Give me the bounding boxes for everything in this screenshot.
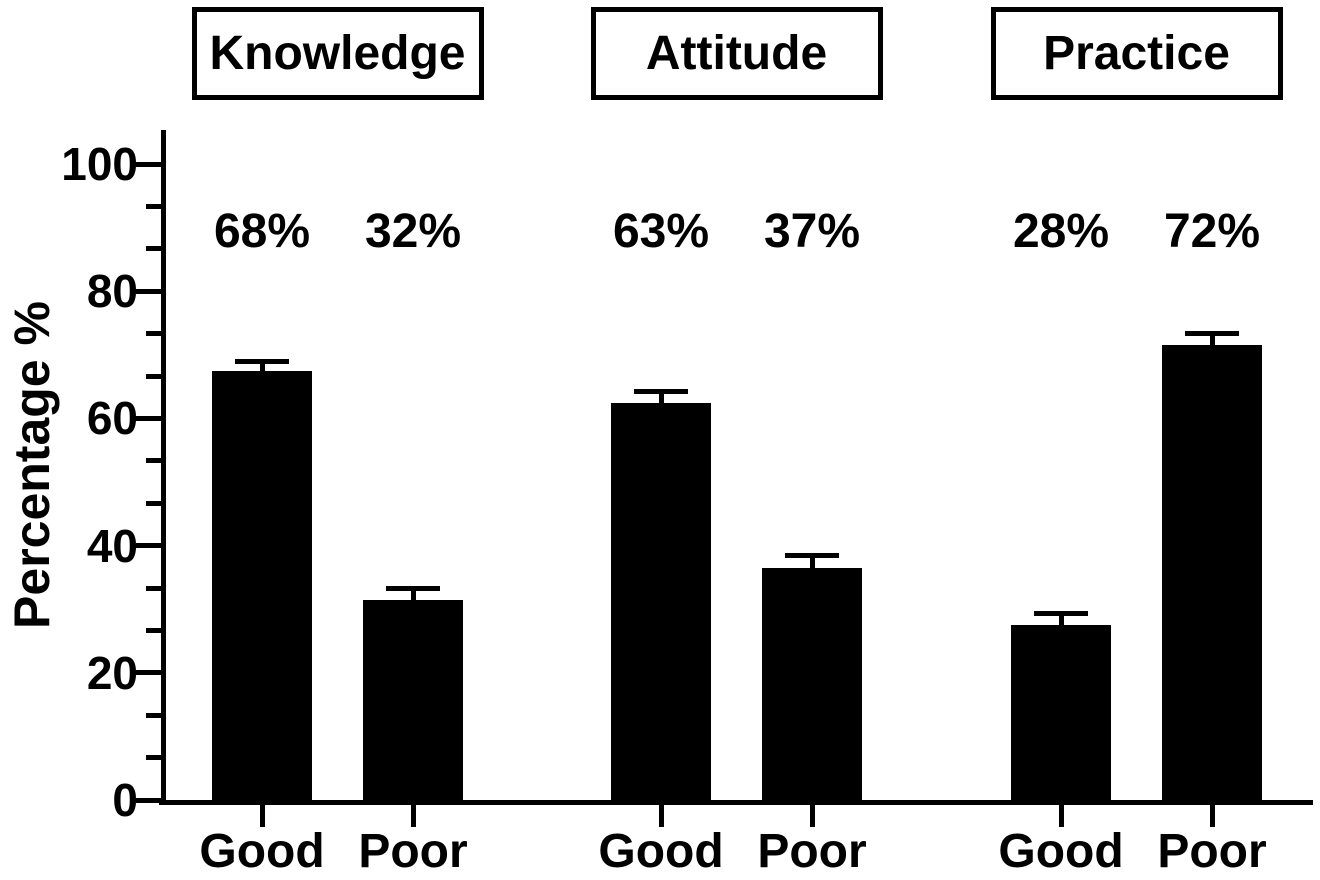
y-tick-label: 40 <box>86 519 138 572</box>
bar-attitude-poor <box>762 567 862 800</box>
bar-attitude-good <box>611 402 711 800</box>
y-minor-tick <box>146 373 163 379</box>
error-bar-cap <box>386 585 440 591</box>
bar-knowledge-good <box>212 370 312 800</box>
y-minor-tick <box>146 203 163 209</box>
bar-practice-good <box>1011 625 1111 800</box>
x-category-label: Poor <box>358 825 468 878</box>
y-minor-tick <box>146 755 163 761</box>
error-bar-cap <box>1185 330 1239 336</box>
x-tick <box>1209 805 1215 827</box>
error-bar-stem <box>1058 613 1064 628</box>
y-major-tick <box>136 288 163 294</box>
y-axis-line <box>161 130 166 805</box>
y-tick-label: 0 <box>112 774 138 826</box>
group-title: Knowledge <box>209 26 466 80</box>
x-category-label: Good <box>199 825 325 878</box>
y-major-tick <box>136 670 163 676</box>
error-bar-stem <box>1209 333 1215 348</box>
bar-value-label: 32% <box>364 205 462 258</box>
bar-value-label: 72% <box>1163 205 1261 258</box>
y-minor-tick <box>146 331 163 337</box>
bar-practice-poor <box>1162 345 1262 800</box>
y-major-tick <box>136 161 163 167</box>
x-category-label: Good <box>998 825 1124 878</box>
error-bar-stem <box>658 391 664 405</box>
x-tick <box>410 805 416 827</box>
x-axis-line <box>159 800 1313 805</box>
x-tick <box>658 805 664 827</box>
y-major-tick <box>136 543 163 549</box>
error-bar-cap <box>634 388 688 394</box>
y-tick-label: 100 <box>61 138 138 190</box>
x-category-label: Poor <box>1157 825 1267 878</box>
x-category-label: Poor <box>757 825 867 878</box>
error-bar-stem <box>259 361 265 373</box>
group-title-box: Practice <box>990 7 1283 100</box>
bar-knowledge-poor <box>363 599 463 800</box>
y-minor-tick <box>146 500 163 506</box>
group-title: Practice <box>1043 26 1230 80</box>
bar-value-label: 37% <box>763 205 861 258</box>
y-minor-tick <box>146 627 163 633</box>
x-tick <box>259 805 265 827</box>
bar-value-label: 68% <box>213 205 311 258</box>
y-major-tick <box>136 415 163 421</box>
error-bar-cap <box>785 552 839 558</box>
y-major-tick <box>136 797 163 803</box>
y-minor-tick <box>146 585 163 591</box>
bar-value-label: 28% <box>1012 205 1110 258</box>
y-tick-label: 20 <box>86 646 138 699</box>
group-title: Attitude <box>645 26 828 80</box>
y-minor-tick <box>146 246 163 252</box>
x-tick <box>1058 805 1064 827</box>
error-bar-cap <box>235 358 289 364</box>
error-bar-stem <box>410 588 416 602</box>
error-bar-stem <box>809 555 815 570</box>
y-tick-label: 60 <box>86 392 138 445</box>
group-title-box: Knowledge <box>191 7 484 100</box>
x-category-label: Good <box>598 825 724 878</box>
x-tick <box>809 805 815 827</box>
y-axis-title: Percentage % <box>4 301 60 629</box>
y-tick-label: 80 <box>86 265 138 318</box>
bar-value-label: 63% <box>612 205 710 258</box>
y-minor-tick <box>146 712 163 718</box>
group-title-box: Attitude <box>590 7 883 100</box>
y-minor-tick <box>146 458 163 464</box>
error-bar-cap <box>1034 610 1088 616</box>
